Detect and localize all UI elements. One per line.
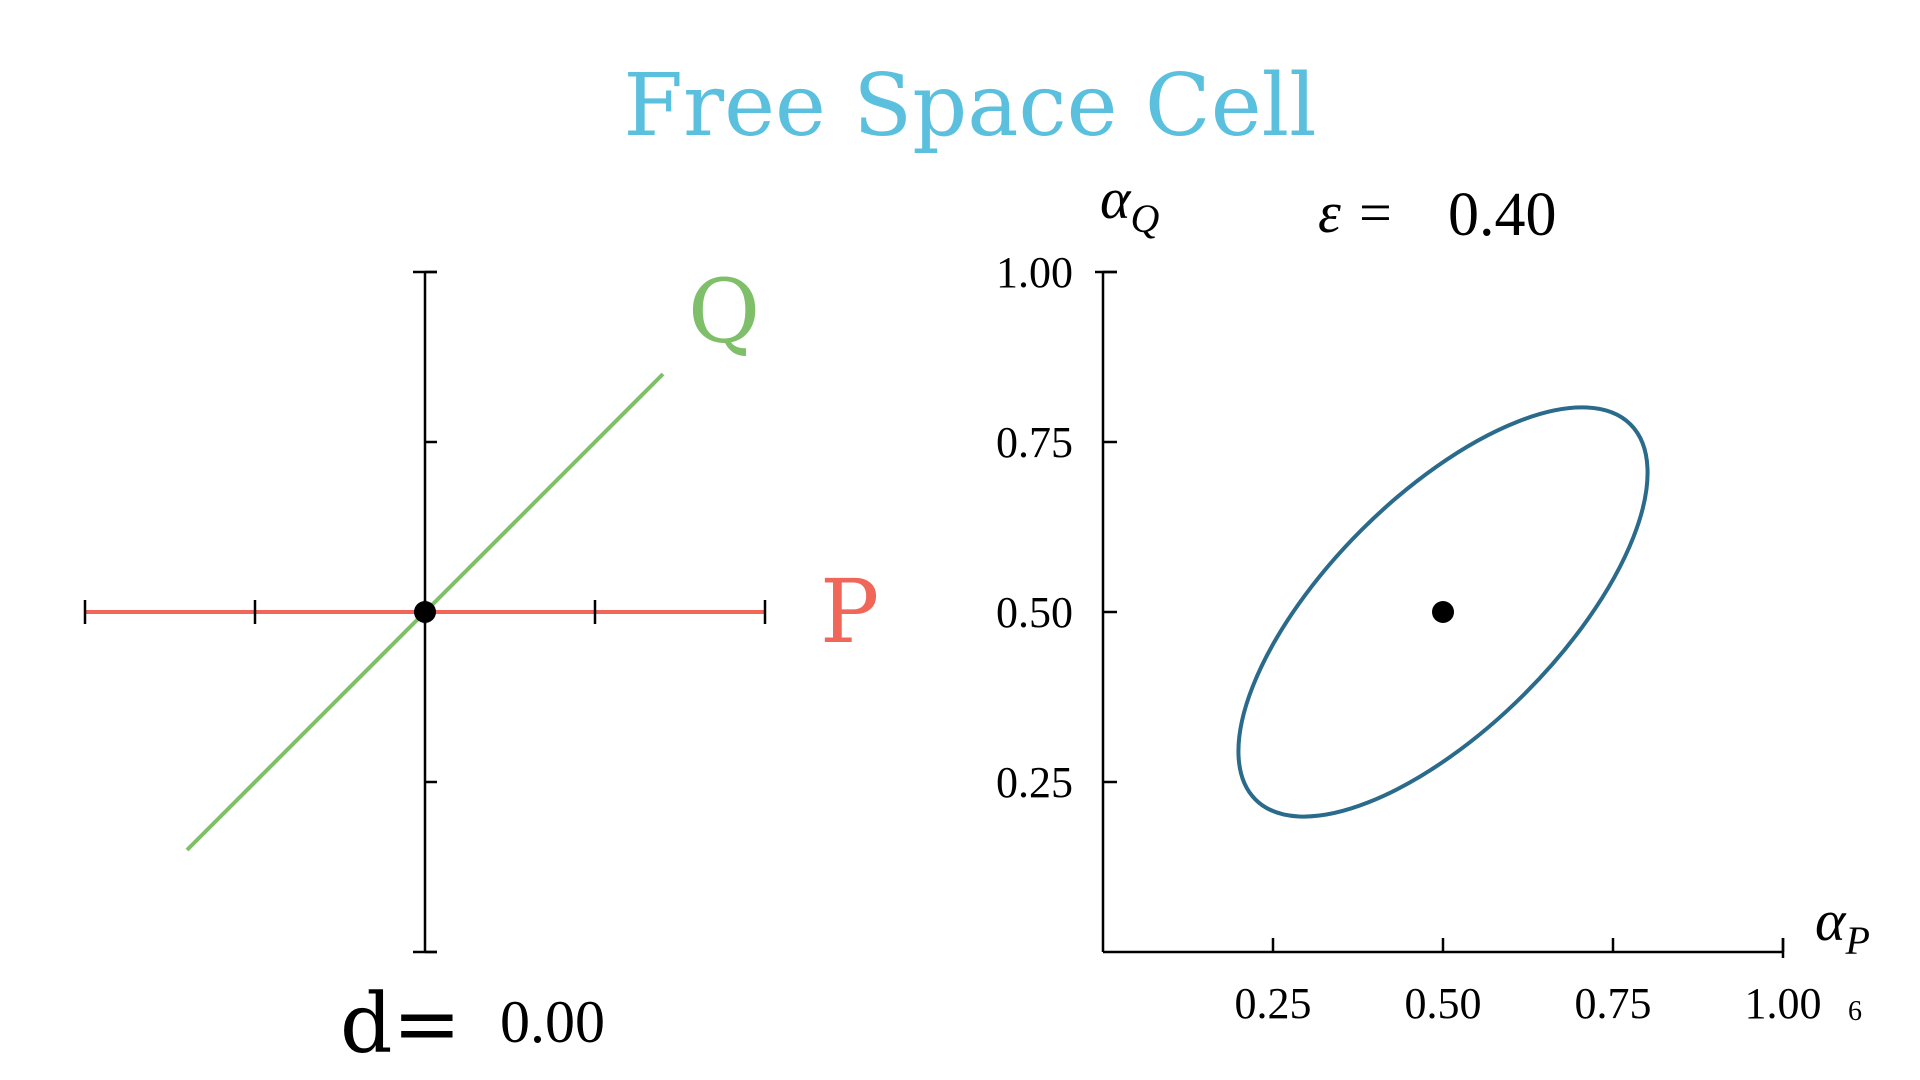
free-space-ellipse bbox=[1236, 405, 1650, 819]
y-axis-subscript: Q bbox=[1130, 196, 1159, 241]
y-tick-label-3: 0.25 bbox=[996, 758, 1073, 807]
x-tick-label-3: 1.00 bbox=[1745, 979, 1822, 1028]
x-axis-subscript: P bbox=[1844, 918, 1869, 963]
y-tick-labels: 1.00 0.75 0.50 0.25 bbox=[996, 248, 1073, 807]
y-tick-label-2: 0.50 bbox=[996, 588, 1073, 637]
x-tick-labels: 0.25 0.50 0.75 1.00 bbox=[1235, 979, 1822, 1028]
x-tick-label-0: 0.25 bbox=[1235, 979, 1312, 1028]
y-axis-symbol: α bbox=[1100, 166, 1132, 231]
p-label: P bbox=[820, 560, 879, 663]
y-tick-label-0: 1.00 bbox=[996, 248, 1073, 297]
left-panel: P Q d= 0.00 bbox=[83, 260, 879, 1072]
y-axis-label: αQ bbox=[1100, 166, 1159, 241]
q-label: Q bbox=[688, 260, 760, 363]
y-tick-label-1: 0.75 bbox=[996, 418, 1073, 467]
right-panel: 0.25 0.50 0.75 1.00 1.000.750.500.25 αQ αP … bbox=[996, 166, 1870, 1028]
distance-label: d= bbox=[340, 977, 461, 1072]
x-axis-symbol: α bbox=[1815, 888, 1847, 953]
corner-note: 6 bbox=[1848, 996, 1862, 1027]
x-axis-label: αP bbox=[1815, 888, 1870, 963]
epsilon-label: ε = bbox=[1318, 180, 1395, 245]
intersection-point bbox=[414, 601, 436, 623]
x-tick-label-1: 0.50 bbox=[1405, 979, 1482, 1028]
y-axis-ticks bbox=[1095, 270, 1117, 784]
chart-point bbox=[1432, 601, 1454, 623]
distance-value: 0.00 bbox=[500, 989, 605, 1055]
x-tick-label-2: 0.75 bbox=[1575, 979, 1652, 1028]
epsilon-value: 0.40 bbox=[1448, 181, 1557, 249]
page-title: Free Space Cell bbox=[623, 56, 1316, 156]
x-axis-ticks bbox=[1271, 938, 1785, 958]
